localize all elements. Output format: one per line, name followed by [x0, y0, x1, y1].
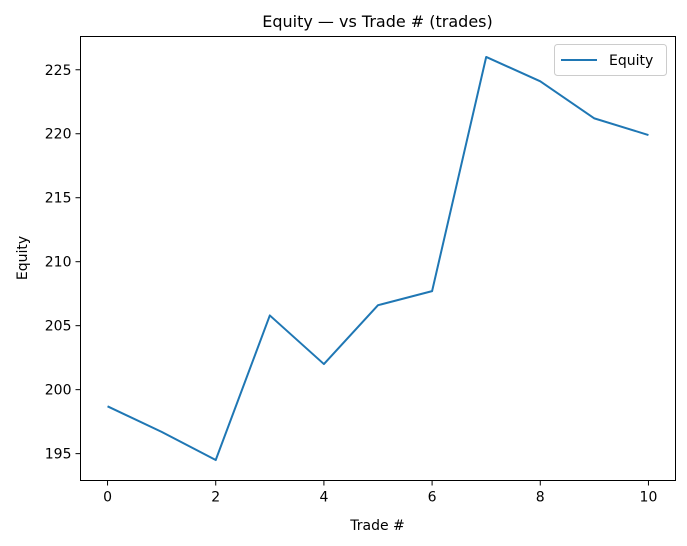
- legend-label: Equity: [609, 53, 653, 69]
- y-tick-label: 205: [45, 319, 72, 335]
- y-tick-label: 200: [45, 383, 72, 399]
- chart-title: Equity — vs Trade # (trades): [262, 12, 493, 31]
- legend: Equity: [554, 44, 667, 76]
- legend-box: [554, 44, 667, 76]
- y-tick-label: 210: [45, 255, 72, 271]
- x-tick-label: 4: [319, 490, 328, 506]
- y-axis-label: Equity: [15, 236, 31, 280]
- x-tick-label: 0: [103, 490, 112, 506]
- x-tick-label: 10: [640, 490, 658, 506]
- x-tick-label: 8: [536, 490, 545, 506]
- x-tick-label: 2: [211, 490, 220, 506]
- y-tick-label: 225: [45, 63, 72, 79]
- y-tick-label: 215: [45, 191, 72, 207]
- series-line-equity: [107, 55, 649, 462]
- y-tick-label: 220: [45, 127, 72, 143]
- x-tick-label: 6: [428, 490, 437, 506]
- plot-frame: [80, 36, 676, 481]
- x-axis-label: Trade #: [349, 518, 405, 534]
- y-tick-label: 195: [45, 447, 72, 463]
